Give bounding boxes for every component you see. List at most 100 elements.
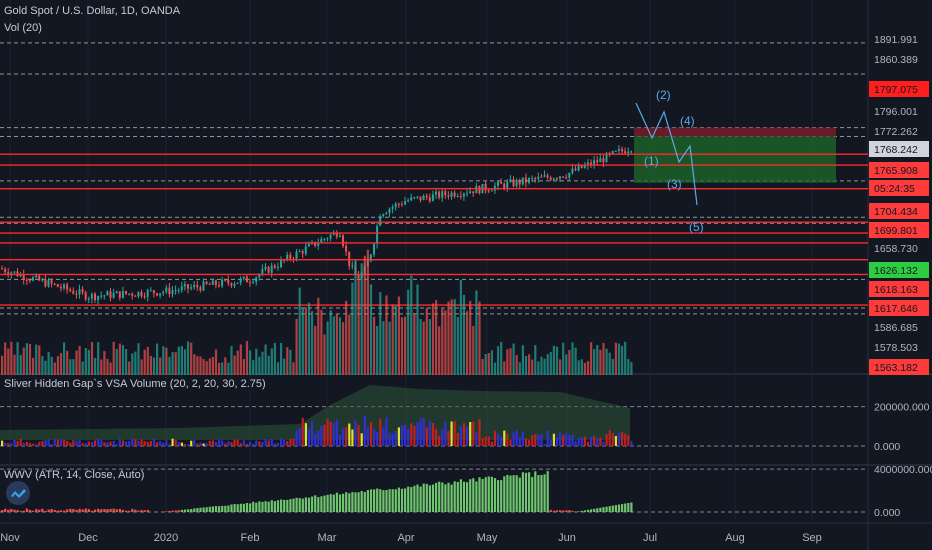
vsa-bar [317,430,320,446]
wwv-bar [32,510,35,512]
symbol-title[interactable]: Gold Spot / U.S. Dollar, 1D, OANDA [4,5,181,17]
vsa-bar [357,424,360,446]
candle [469,191,472,194]
vsa-bar [146,441,149,446]
volume-bar [630,362,633,375]
price-tag-bg [869,180,929,196]
volume-bar [307,302,311,375]
wwv-bar [171,510,174,512]
volume-bar [453,299,456,375]
candle [63,284,65,289]
volume-bar [484,353,487,375]
volume-bar [593,349,596,375]
candle [90,293,93,299]
candle [580,165,583,168]
wwv-bar [617,504,621,512]
wwv-bar [317,497,320,512]
vsa-bar [239,443,242,446]
candle [518,179,521,185]
vsa-bar [187,444,190,446]
vsa-bar [481,438,484,446]
x-axis-tick-label: May [477,532,498,544]
wwv-bar [363,492,366,512]
price-axis-label: 1860.389 [874,54,918,66]
vsa-bar [87,441,90,446]
wwv-bar [559,510,562,512]
volume-bar [242,359,245,375]
wwv-bar [453,481,456,512]
volume-bar [435,300,438,375]
price-axis-label: 1586.685 [874,322,918,334]
vsa-indicator-label[interactable]: Sliver Hidden Gap`s VSA Volume (20, 2, 2… [4,378,266,390]
tradingview-logo-icon[interactable] [6,481,30,505]
vsa-bar [611,432,614,446]
candle [614,150,617,152]
candle [357,273,360,278]
candle [453,192,456,197]
wwv-bar [335,492,338,512]
wwv-bar [286,499,289,512]
wwv-bar [59,510,63,512]
volume-bar [546,353,549,375]
volume-bar [106,358,109,375]
candle [84,292,87,300]
x-axis-tick-label: Apr [397,532,414,544]
logo-glyph [11,489,26,498]
wwv-bar [224,505,227,512]
stop-zone-box [634,127,836,137]
wwv-bar [311,496,314,512]
wwv-indicator-label[interactable]: WWV (ATR, 14, Close, Auto) [4,469,145,481]
wwv-bar [605,506,608,512]
candle [25,279,28,281]
wwv-bar [568,510,571,512]
volume-bar [400,317,404,375]
vsa-bar [543,443,546,446]
volume-indicator-label[interactable]: Vol (20) [4,22,42,34]
candle [549,177,552,180]
vsa-bar [162,442,165,446]
candle [422,195,425,201]
wwv-bar [134,509,137,512]
volume-bar [270,348,273,375]
wave-label: (4) [680,114,695,128]
wwv-bar [484,477,487,512]
vsa-bar [183,444,187,446]
vsa-bar [487,436,490,446]
volume-bar [53,362,56,375]
wwv-bar [10,508,13,512]
volume-bar [177,346,180,375]
volume-bar [168,356,171,375]
vsa-bar [140,439,143,446]
vsa-bar [534,434,537,446]
volume-bar [245,341,249,375]
candle [596,160,599,163]
volume-bar [388,321,391,375]
vsa-bar [32,443,35,446]
price-tag-bg [869,162,929,178]
volume-bar [19,355,22,375]
volume-bar [431,303,435,375]
candle [149,290,152,292]
vsa-bar [180,442,183,446]
wwv-bar [388,489,391,512]
volume-bar [56,356,59,375]
vsa-bar [245,443,249,446]
wwv-bar [475,481,478,512]
vsa-bar [177,441,180,446]
vsa-bar [35,444,38,446]
price-axis-label: 1617.646 [874,303,918,315]
candle [441,191,444,198]
candle [128,293,131,295]
vsa-bar [75,440,78,446]
candle [22,274,25,280]
volume-bar [311,311,314,375]
volume-bar [187,341,190,375]
volume-bar [394,305,397,375]
wwv-bar [112,508,115,512]
volume-bar [162,346,165,375]
candle [500,181,503,184]
wwv-bar [577,511,580,512]
wwv-bar [44,510,47,512]
candle [546,175,549,178]
